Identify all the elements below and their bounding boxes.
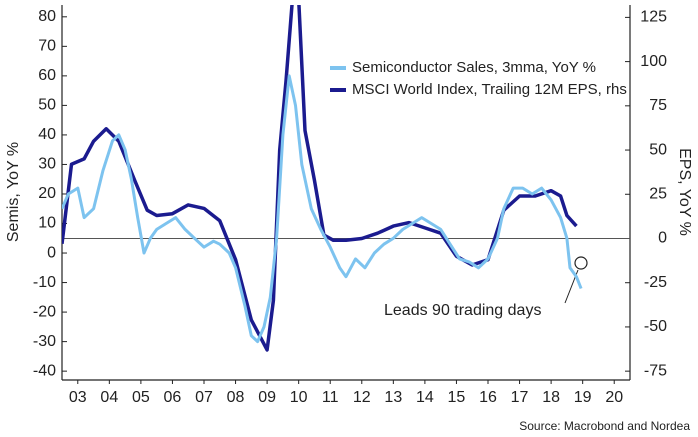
y-tick-label: 60 (38, 67, 56, 84)
y-tick-label: 80 (38, 8, 56, 25)
y-tick-label: -40 (33, 362, 56, 379)
x-tick-label: 18 (542, 389, 560, 406)
y-tick-label: 20 (38, 185, 56, 202)
y-tick-label: 10 (38, 215, 56, 232)
y2-tick-label: 25 (649, 185, 667, 202)
x-tick-label: 06 (164, 389, 182, 406)
x-tick-label: 03 (69, 389, 87, 406)
y-tick-label: 70 (38, 38, 56, 55)
x-tick-label: 04 (100, 389, 118, 406)
x-tick-label: 09 (258, 389, 276, 406)
y-tick-label: 50 (38, 97, 56, 114)
y-tick-label: 30 (38, 156, 56, 173)
x-tick-label: 10 (290, 389, 308, 406)
y2-tick-label: -75 (644, 362, 667, 379)
series-line (62, 74, 583, 344)
y2-tick-label: 125 (640, 9, 667, 26)
y2-tick-label: -50 (644, 318, 667, 335)
source: Source: Macrobond and Nordea (519, 419, 690, 433)
annotation: Leads 90 trading days (384, 302, 541, 319)
x-tick-label: 13 (384, 389, 402, 406)
series-line (62, 5, 578, 352)
x-tick-label: 17 (511, 389, 529, 406)
x-tick-label: 19 (574, 389, 592, 406)
x-tick-label: 08 (227, 389, 245, 406)
y-tick-label: -10 (33, 274, 56, 291)
x-tick-label: 07 (195, 389, 213, 406)
x-tick-label: 15 (448, 389, 466, 406)
y-tick-label: -20 (33, 303, 56, 320)
x-tick-label: 14 (416, 389, 434, 406)
annotation-circle (574, 256, 588, 270)
x-tick-label: 20 (605, 389, 623, 406)
y2-tick-label: 0 (658, 230, 667, 247)
y2-tick-label: 100 (640, 53, 667, 70)
y-tick-label: -30 (33, 333, 56, 350)
x-tick-label: 05 (132, 389, 150, 406)
legend-label: MSCI World Index, Trailing 12M EPS, rhs (352, 81, 627, 98)
x-tick-label: 11 (322, 389, 339, 406)
y-tick-label: 0 (47, 244, 56, 261)
x-tick-label: 16 (479, 389, 497, 406)
y-tick-label: 40 (38, 126, 56, 143)
x-tick-label: 12 (353, 389, 371, 406)
y2-tick-label: -25 (644, 274, 667, 291)
y2-axis-label: EPS, YoY % (676, 148, 693, 236)
legend-label: Semiconductor Sales, 3mma, YoY % (352, 59, 596, 76)
plot-area (62, 5, 583, 352)
y2-tick-label: 50 (649, 141, 667, 158)
y-axis-label: Semis, YoY % (5, 142, 22, 242)
y2-tick-label: 75 (649, 97, 667, 114)
